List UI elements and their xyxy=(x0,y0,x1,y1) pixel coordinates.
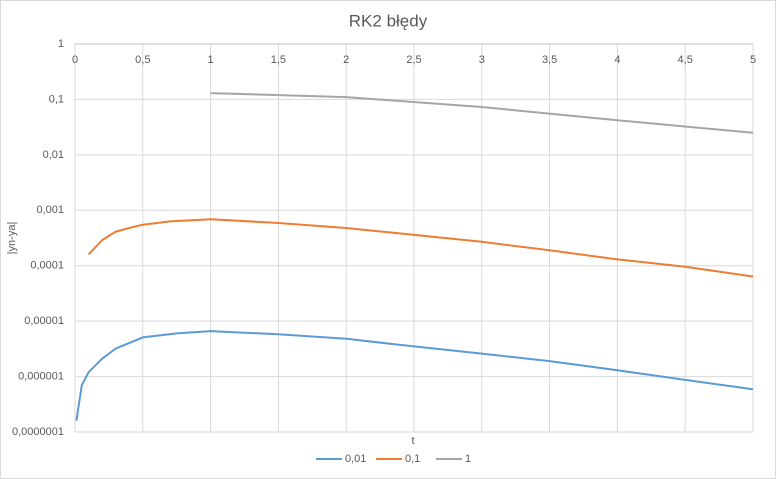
x-tick-label: 4,5 xyxy=(678,54,693,66)
x-axis-title: t xyxy=(411,435,414,447)
legend-label: 0,01 xyxy=(345,453,366,465)
x-tick-label: 1,5 xyxy=(271,54,286,66)
series-line xyxy=(210,92,754,134)
legend-label: 0,1 xyxy=(405,453,420,465)
y-tick-label: 0,0001 xyxy=(30,260,64,272)
x-tick-label: 2,5 xyxy=(406,54,421,66)
x-tick-label: 1 xyxy=(208,54,214,66)
y-axis-title: |yn-ya| xyxy=(6,222,18,255)
chart-title: RK2 błędy xyxy=(349,11,428,30)
y-tick-label: 0,001 xyxy=(36,204,64,216)
y-tick-label: 1 xyxy=(58,38,64,50)
x-tick-label: 3 xyxy=(479,54,485,66)
series-line xyxy=(87,218,754,278)
x-tick-label: 5 xyxy=(750,54,756,66)
x-tick-label: 2 xyxy=(343,54,349,66)
legend-label: 1 xyxy=(465,453,471,465)
x-tick-label: 0 xyxy=(72,54,78,66)
series-line xyxy=(75,330,754,421)
y-tick-label: 0,0000001 xyxy=(12,426,64,438)
x-tick-label: 4 xyxy=(614,54,620,66)
y-tick-label: 0,1 xyxy=(49,93,64,105)
x-tick-label: 0,5 xyxy=(135,54,150,66)
x-tick-label: 3,5 xyxy=(542,54,557,66)
y-tick-label: 0,01 xyxy=(43,149,64,161)
y-tick-label: 0,00001 xyxy=(24,315,64,327)
y-tick-label: 0,000001 xyxy=(18,370,64,382)
